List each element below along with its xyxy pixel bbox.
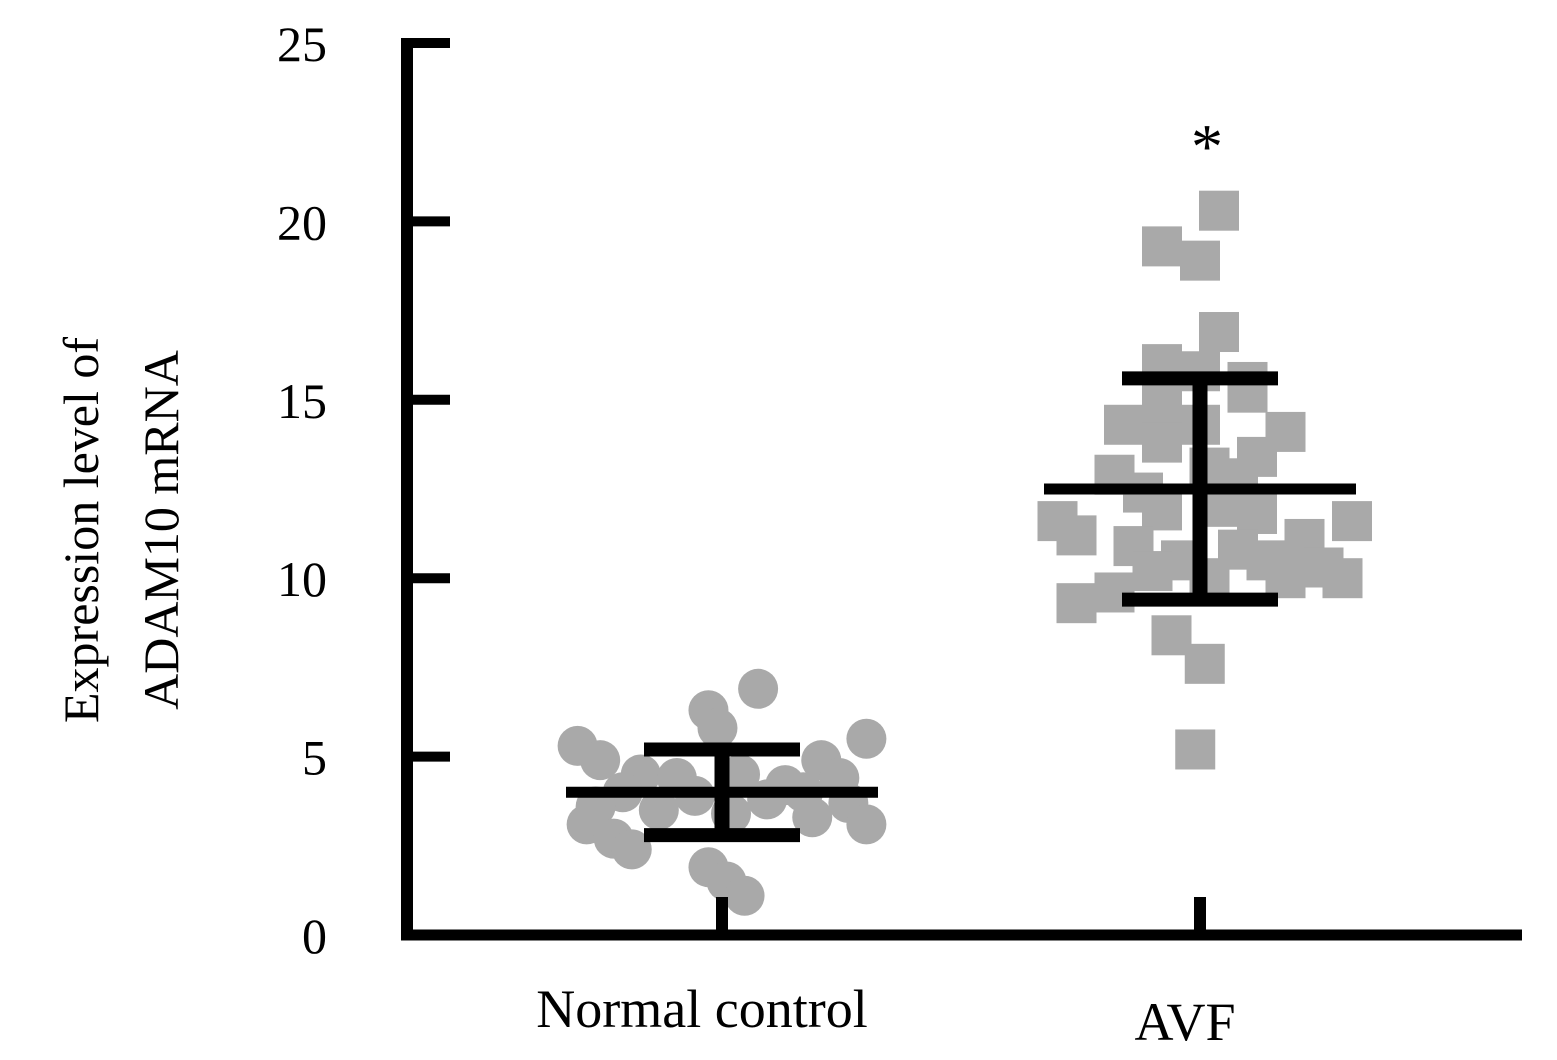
y-tick-label: 10	[277, 551, 327, 607]
y-tick-label: 5	[302, 730, 327, 786]
data-point-avf	[1142, 226, 1182, 267]
data-point-avf	[1056, 515, 1097, 556]
data-point-normal-control	[724, 875, 765, 916]
x-category-label: Normal control	[536, 979, 867, 1039]
data-point-avf	[1056, 583, 1097, 624]
points-layer	[557, 190, 1372, 916]
data-point-avf	[1199, 190, 1239, 231]
y-tick-label: 20	[277, 194, 327, 250]
data-point-normal-control	[738, 668, 779, 709]
y-tick-label: 25	[277, 16, 327, 72]
data-point-normal-control	[611, 829, 652, 870]
y-axis-label-line-1: Expression level of	[53, 337, 109, 723]
data-point-avf	[1237, 493, 1277, 534]
data-point-avf	[1322, 558, 1363, 599]
data-point-avf	[1104, 404, 1144, 445]
data-point-avf	[1175, 729, 1216, 770]
data-point-avf	[1132, 551, 1173, 592]
y-axis-label: Expression level of ADAM10 mRNA	[53, 337, 189, 723]
data-point-normal-control	[580, 740, 621, 781]
data-point-avf	[1180, 240, 1220, 281]
data-point-normal-control	[697, 708, 738, 749]
data-point-normal-control	[846, 804, 887, 845]
significance-asterisk: *	[1191, 111, 1223, 182]
y-axis-label-line-2: ADAM10 mRNA	[133, 350, 189, 710]
y-tick-label: 15	[277, 373, 327, 429]
category-labels: Normal control AVF	[536, 979, 1235, 1052]
data-point-normal-control	[638, 790, 679, 831]
data-point-avf	[1142, 383, 1182, 424]
axes-layer	[401, 38, 1522, 941]
data-point-normal-control	[846, 718, 887, 759]
data-point-avf	[1142, 422, 1182, 463]
data-point-normal-control	[720, 754, 761, 795]
data-point-normal-control	[747, 779, 788, 820]
y-tick-labels: 0 5 10 15 20 25	[277, 16, 327, 964]
y-tick-label: 0	[302, 908, 327, 964]
data-point-avf	[1199, 312, 1239, 353]
data-point-avf	[1332, 501, 1372, 542]
data-point-normal-control	[792, 797, 833, 838]
errorbar-layer	[566, 371, 1356, 843]
data-point-avf	[1265, 558, 1306, 599]
data-point-avf	[1184, 643, 1225, 684]
data-point-avf	[1142, 490, 1182, 531]
x-category-label: AVF	[1134, 992, 1235, 1052]
